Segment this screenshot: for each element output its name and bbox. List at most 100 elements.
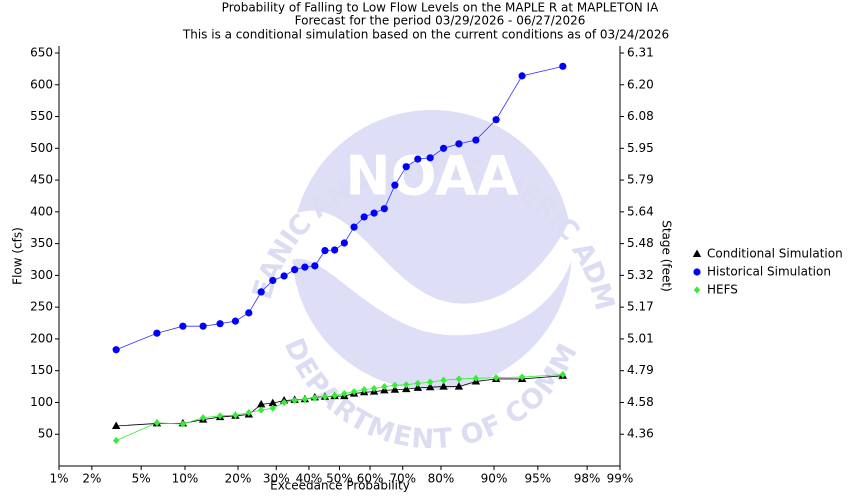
point [426,154,434,162]
y2-tick-label: 5.01 [627,331,654,345]
point [340,239,348,247]
chart-note: This is a conditional simulation based o… [182,28,669,42]
x-tick-label: 95% [524,472,551,486]
point [331,391,338,400]
y-tick-label: 300 [30,268,53,282]
point [291,266,299,274]
point [268,398,277,407]
point [402,163,410,171]
point [360,386,368,394]
chart-title: Probability of Falling to Low Flow Level… [222,1,659,15]
point [472,136,480,144]
x-tick-label: 20% [225,472,252,486]
x-tick-label: 99% [607,472,634,486]
point [256,399,266,408]
point [370,209,378,217]
y2-tick-label: 5.17 [627,300,654,314]
point [426,378,434,386]
y2-tick-label: 5.79 [627,173,654,187]
y-tick-label: 450 [30,173,53,187]
y-tick-label: 650 [30,45,53,59]
point [269,276,277,285]
y2-tick-label: 5.48 [627,236,654,250]
point [301,395,309,403]
point [518,373,526,381]
point [245,409,253,417]
x-tick-label: 80% [428,472,455,486]
point [341,389,348,398]
point [232,411,239,419]
point [439,382,448,390]
point [360,213,368,221]
point [231,317,240,325]
point [199,414,207,422]
point [391,181,399,189]
point [413,383,423,391]
point [440,376,447,384]
point [414,379,422,387]
y-tick-label: 400 [30,204,53,218]
point [112,346,120,354]
point [414,155,422,163]
point [439,144,448,152]
point [179,420,187,428]
point [245,309,253,317]
y-tick-label: 200 [30,331,53,345]
y2-tick-label: 4.58 [627,395,654,409]
point [257,288,265,296]
point [291,396,298,405]
point [199,322,207,330]
point [311,262,319,270]
y-tick-label: 150 [30,363,53,377]
x-tick-label: 10% [172,472,199,486]
watermark: NATIONAL OCEANIC AND ATMOSPHERIC ADMINIS… [0,0,621,455]
point [321,246,329,255]
x-tick-label: 30% [263,472,290,486]
legend-marker [693,268,701,276]
point [350,388,358,396]
point [111,421,121,429]
y-tick-label: 600 [30,77,53,91]
point [153,419,161,427]
point [390,385,400,393]
y2-tick-label: 4.36 [627,427,654,441]
y-tick-label: 250 [30,300,53,314]
legend-label: Historical Simulation [707,265,831,279]
x-tick-label: 40% [296,472,323,486]
point [403,381,410,389]
y-tick-label: 100 [30,395,53,409]
point [518,72,526,80]
point [350,223,358,231]
point [455,140,463,148]
point [280,272,288,280]
y2-tick-label: 6.20 [627,77,654,91]
point [559,370,567,379]
chart-subtitle: Forecast for the period 03/29/2026 - 06/… [295,14,586,28]
y2-tick-label: 5.32 [627,268,654,282]
point [280,398,288,407]
point [331,246,339,254]
legend-marker [692,249,702,257]
point [455,375,463,383]
point [492,374,500,382]
point [402,384,411,393]
point [559,62,567,70]
x-tick-label: 5% [132,472,151,486]
point [454,382,464,390]
legend-marker [693,286,701,294]
y-tick-label: 550 [30,109,53,123]
x-tick-label: 70% [389,472,416,486]
point [269,404,276,412]
y-tick-label: 350 [30,236,53,250]
x-tick-label: 60% [357,472,384,486]
point [370,384,378,393]
point [311,394,319,402]
legend-label: Conditional Simulation [707,247,843,261]
y2-tick-label: 6.08 [627,109,654,123]
x-tick-label: 2% [82,472,101,486]
x-tick-label: 50% [326,472,353,486]
point [321,393,329,401]
y2-tick-label: 6.31 [627,45,654,59]
y2-tick-label: 5.95 [627,141,654,155]
